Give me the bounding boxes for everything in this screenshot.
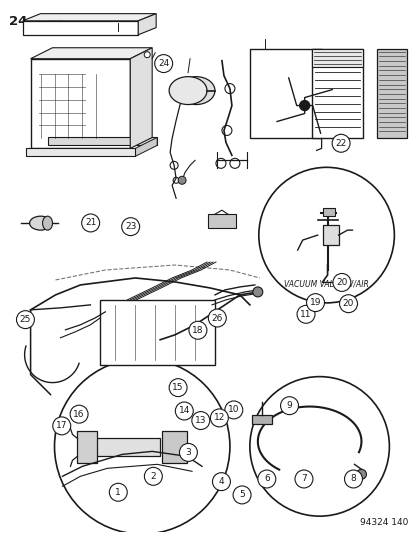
Polygon shape: [135, 138, 157, 156]
Bar: [249, 49, 321, 139]
Text: 20: 20: [335, 278, 347, 287]
Circle shape: [154, 54, 172, 72]
Text: 10: 10: [228, 406, 239, 415]
Circle shape: [356, 470, 366, 479]
Circle shape: [178, 176, 185, 184]
Circle shape: [210, 409, 228, 427]
Ellipse shape: [177, 77, 214, 104]
Bar: [311, 49, 363, 139]
Circle shape: [344, 470, 361, 488]
Bar: [26, 148, 135, 156]
Circle shape: [81, 214, 100, 232]
Circle shape: [252, 287, 262, 297]
Circle shape: [331, 134, 349, 152]
Text: 2: 2: [150, 472, 156, 481]
Text: 8: 8: [350, 474, 356, 483]
Text: 13: 13: [195, 416, 206, 425]
Circle shape: [208, 309, 226, 327]
Bar: [47, 138, 157, 146]
Circle shape: [297, 305, 314, 324]
Text: 14: 14: [178, 407, 190, 416]
Text: 18: 18: [192, 326, 203, 335]
Ellipse shape: [169, 77, 206, 104]
Circle shape: [144, 467, 162, 486]
Text: 5: 5: [239, 490, 244, 499]
Circle shape: [306, 294, 324, 312]
Circle shape: [179, 443, 197, 462]
Bar: [207, 214, 235, 228]
Circle shape: [55, 359, 229, 533]
Circle shape: [175, 402, 193, 420]
Circle shape: [53, 417, 71, 435]
Circle shape: [299, 101, 309, 110]
Text: 25: 25: [20, 315, 31, 324]
Circle shape: [233, 486, 250, 504]
Bar: [322, 225, 338, 245]
Circle shape: [191, 411, 209, 430]
Text: 9: 9: [286, 401, 292, 410]
Text: 11: 11: [299, 310, 311, 319]
Circle shape: [17, 311, 34, 328]
Text: 19: 19: [309, 298, 320, 307]
Text: 4: 4: [218, 477, 224, 486]
Circle shape: [224, 401, 242, 419]
Text: 17: 17: [56, 422, 67, 430]
Text: 12: 12: [213, 414, 225, 422]
Text: 21: 21: [85, 219, 96, 228]
Bar: [82, 439, 160, 456]
Text: 20: 20: [342, 299, 354, 308]
Text: 1: 1: [115, 488, 121, 497]
Circle shape: [144, 52, 150, 58]
Text: 94324 140: 94324 140: [359, 518, 407, 527]
Circle shape: [169, 378, 187, 397]
Circle shape: [212, 473, 230, 490]
Text: 23: 23: [125, 222, 136, 231]
Text: 26: 26: [211, 313, 223, 322]
Circle shape: [121, 217, 139, 236]
Circle shape: [294, 470, 312, 488]
Ellipse shape: [43, 216, 52, 230]
Polygon shape: [31, 48, 152, 59]
Text: 3: 3: [185, 448, 191, 457]
Bar: [311, 49, 363, 67]
Circle shape: [258, 167, 394, 303]
Text: 22: 22: [335, 139, 346, 148]
Circle shape: [257, 470, 275, 488]
Circle shape: [339, 295, 357, 313]
Bar: [322, 208, 334, 216]
Text: 6: 6: [263, 474, 269, 483]
Bar: [162, 431, 187, 463]
Polygon shape: [23, 14, 156, 21]
Circle shape: [109, 483, 127, 501]
Circle shape: [280, 397, 298, 415]
Circle shape: [249, 377, 389, 516]
Bar: [31, 59, 130, 148]
Text: 7: 7: [300, 474, 306, 483]
Circle shape: [70, 405, 88, 423]
Circle shape: [188, 321, 206, 339]
Bar: [377, 49, 406, 139]
Bar: [100, 300, 214, 365]
Bar: [23, 21, 138, 35]
Polygon shape: [138, 14, 156, 35]
Text: 24: 24: [158, 59, 169, 68]
Text: 24–140: 24–140: [9, 15, 61, 28]
Ellipse shape: [29, 216, 51, 230]
Bar: [251, 415, 271, 424]
Text: 15: 15: [172, 383, 183, 392]
Text: VACUUM VALVE W/AIR: VACUUM VALVE W/AIR: [284, 280, 368, 289]
Polygon shape: [130, 48, 152, 148]
Bar: [77, 431, 97, 463]
Circle shape: [332, 273, 350, 292]
Text: 16: 16: [73, 410, 85, 419]
